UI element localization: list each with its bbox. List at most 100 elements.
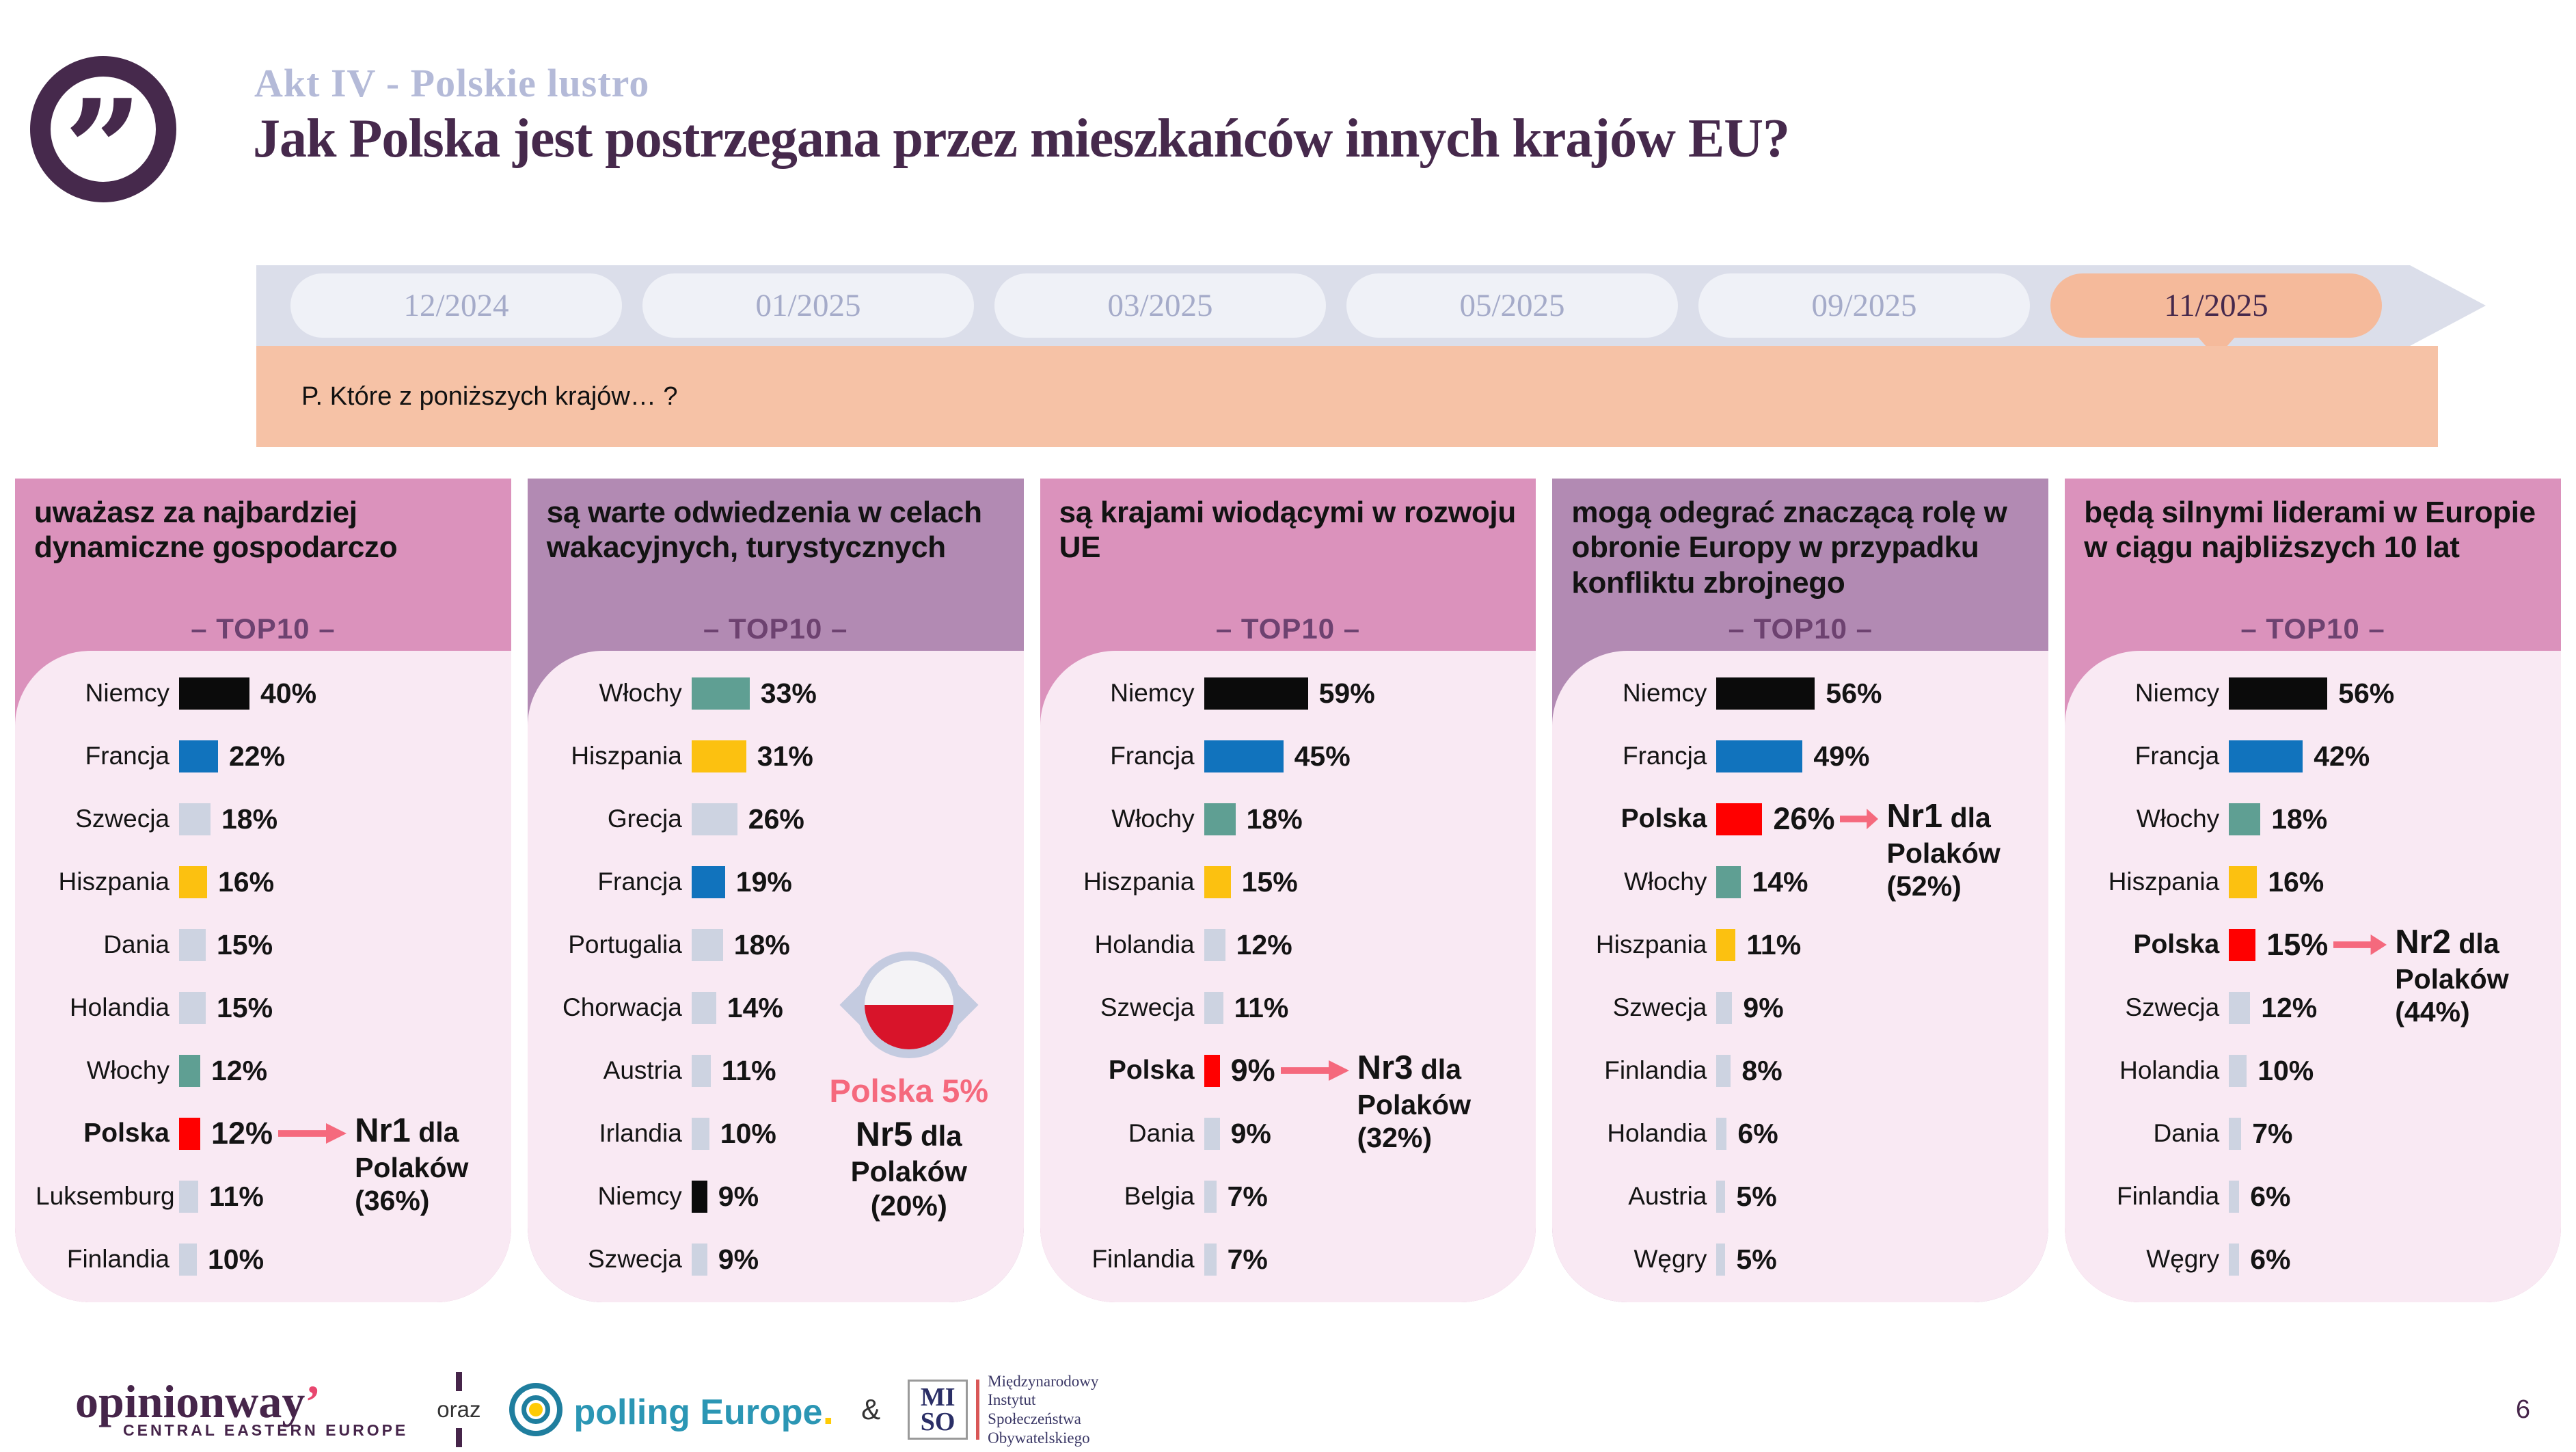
bar — [1204, 991, 1223, 1024]
bar-row-grecja: Grecja 26% — [528, 788, 1024, 850]
bar-row-polska: Polska 26% Nr1 dla Polaków (52%) — [1552, 788, 2048, 902]
country-label: Włochy — [1111, 805, 1195, 833]
panel-body: Niemcy 59% Francja 45% Włochy 18% Hiszpania 15%… — [1040, 651, 1536, 1302]
chart-panels: uważasz za najbardziej dynamiczne gospod… — [15, 479, 2561, 1302]
bar-row-szwecja: Szwecja 9% — [528, 1228, 1024, 1291]
value-label: 59% — [1318, 677, 1375, 709]
quote-icon: ” — [30, 56, 176, 219]
country-label: Niemcy — [1623, 679, 1707, 707]
value-label: 8% — [1741, 1054, 1782, 1086]
value-label: 16% — [2268, 865, 2324, 898]
value-label: 40% — [260, 677, 317, 709]
bar — [1716, 865, 1741, 898]
opinionway-apostrophe: ’ — [305, 1375, 321, 1428]
panel-dynamiczne-gospodarczo: uważasz za najbardziej dynamiczne gospod… — [15, 479, 511, 1302]
bar — [179, 865, 207, 898]
polska-rank-note: Nr1 dla Polaków (36%) — [355, 1112, 469, 1217]
bar-row-włochy: Włochy 18% — [2065, 788, 2561, 850]
polling-europe-wordmark: polling Europe — [573, 1392, 823, 1432]
country-label: Hiszpania — [58, 868, 170, 896]
bar — [2229, 677, 2328, 710]
polling-europe-logo: polling Europe. — [509, 1383, 834, 1436]
bar — [1204, 865, 1231, 898]
value-label: 56% — [2338, 677, 2395, 709]
bar-row-włochy: Włochy 12% — [15, 1039, 511, 1102]
country-label: Holandia — [2119, 1056, 2220, 1084]
value-label: 12% — [211, 1116, 273, 1151]
timeline-tabs: 12/2024 01/2025 03/2025 05/2025 09/2025 … — [290, 273, 2382, 338]
bar-row-szwecja: Szwecja 9% — [1552, 976, 2048, 1039]
page-title: Jak Polska jest postrzegana przez mieszk… — [253, 109, 1790, 169]
bar-row-szwecja: Szwecja 12% — [2065, 976, 2561, 1039]
timeline-tab-09-2025[interactable]: 09/2025 — [1698, 273, 2030, 338]
top10-label: – TOP10 – — [191, 613, 336, 645]
bar-row-dania: Dania 15% — [15, 913, 511, 976]
arrow-icon — [2333, 935, 2387, 955]
country-label: Holandia — [69, 993, 170, 1021]
country-label: Francja — [597, 868, 682, 896]
page-number: 6 — [2515, 1395, 2530, 1424]
timeline-tab-12-2024[interactable]: 12/2024 — [290, 273, 622, 338]
panel-body: Włochy 33% Hiszpania 31% Grecja 26% Francja 19%… — [527, 651, 1024, 1302]
oraz-label: oraz — [437, 1397, 481, 1422]
bar-row-szwecja: Szwecja 11% — [1040, 976, 1536, 1039]
value-label: 26% — [1773, 801, 1835, 836]
country-label: Francja — [85, 742, 170, 770]
country-label: Węgry — [1633, 1245, 1707, 1273]
bar-row-węgry: Węgry 5% — [1552, 1228, 2048, 1291]
panel-body: Niemcy 56% Francja 42% Włochy 18% Hiszpania 16%… — [2065, 651, 2561, 1302]
bar-row-niemcy: Niemcy 56% — [2065, 662, 2561, 725]
value-label: 11% — [1746, 928, 1802, 960]
timeline-tab-01-2025[interactable]: 01/2025 — [642, 273, 974, 338]
country-label: Węgry — [2146, 1245, 2220, 1273]
bar-row-francja: Francja 45% — [1040, 725, 1536, 788]
country-label: Francja — [2134, 742, 2220, 770]
country-label: Szwecja — [2125, 993, 2220, 1021]
value-label: 15% — [2266, 927, 2329, 962]
bar — [691, 677, 750, 710]
bar — [691, 991, 716, 1024]
panel-title: są krajami wiodącymi w rozwoju UE — [1059, 496, 1517, 565]
polska-rank-note: Nr3 dla Polaków (32%) — [1357, 1049, 1471, 1154]
country-label: Polska — [1108, 1056, 1195, 1085]
bar-row-austria: Austria 5% — [1552, 1165, 2048, 1228]
bar — [691, 1117, 709, 1150]
timeline-tab-11-2025-active[interactable]: 11/2025 — [2050, 273, 2382, 338]
value-label: 15% — [217, 928, 273, 960]
timeline-tab-03-2025[interactable]: 03/2025 — [994, 273, 1326, 338]
bar-row-dania: Dania 9% — [1040, 1102, 1536, 1165]
panel-obrona-europy: mogą odegrać znaczącą rolę w obronie Eur… — [1552, 479, 2049, 1302]
country-label: Polska — [1621, 804, 1707, 833]
country-label: Włochy — [86, 1056, 170, 1084]
value-label: 22% — [229, 740, 286, 772]
arrow-icon — [1280, 1060, 1349, 1081]
value-label: 56% — [1826, 677, 1882, 709]
opinionway-logo: opinionway’ CENTRAL EASTERN EUROPE — [75, 1378, 408, 1440]
bar — [179, 1180, 198, 1213]
country-label: Włochy — [2136, 805, 2220, 833]
bar-row-hiszpania: Hiszpania 16% — [2065, 850, 2561, 913]
country-label: Luksemburg — [36, 1182, 175, 1210]
value-label: 5% — [1736, 1243, 1777, 1275]
bar-row-holandia: Holandia 15% — [15, 976, 511, 1039]
footer-separator: oraz — [437, 1372, 480, 1447]
value-label: 33% — [760, 677, 817, 709]
value-label: 10% — [720, 1117, 776, 1149]
top10-label: – TOP10 – — [703, 613, 848, 645]
value-label: 16% — [218, 865, 275, 898]
country-label: Austria — [603, 1056, 682, 1084]
top10-label: – TOP10 – — [2240, 613, 2385, 645]
value-label: 9% — [718, 1243, 759, 1275]
footer: opinionway’ CENTRAL EASTERN EUROPE oraz … — [75, 1372, 2536, 1447]
country-label: Finlandia — [1092, 1245, 1195, 1273]
country-label: Hiszpania — [1595, 930, 1707, 958]
bar — [1716, 1243, 1726, 1276]
panel-body: Niemcy 40% Francja 22% Szwecja 18% Hiszpania 16… — [15, 651, 511, 1302]
bar — [1716, 1180, 1726, 1213]
timeline-tab-05-2025[interactable]: 05/2025 — [1346, 273, 1678, 338]
bar — [1204, 1054, 1220, 1087]
panel-title: będą silnymi liderami w Europie w ciągu … — [2084, 496, 2536, 565]
bar — [1716, 677, 1815, 710]
bar — [179, 803, 211, 835]
bar — [691, 803, 737, 835]
